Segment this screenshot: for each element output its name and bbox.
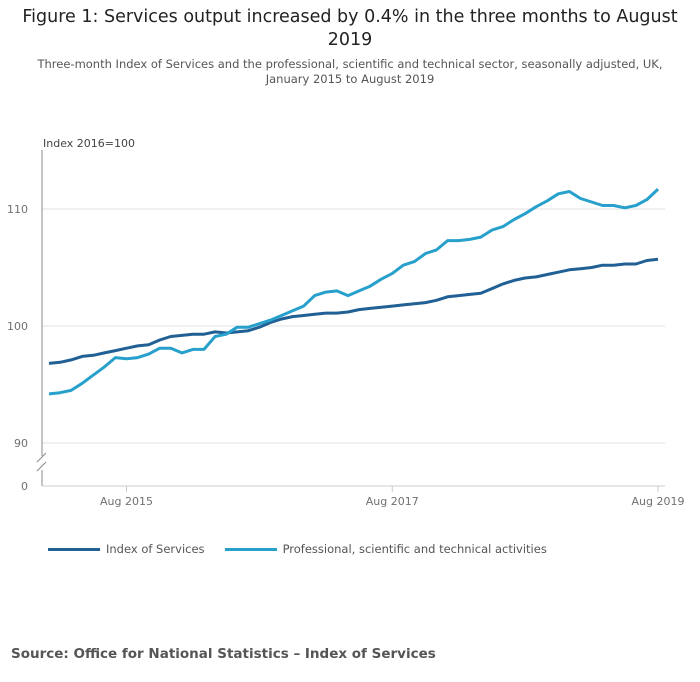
legend: Index of Services Professional, scientif… [48, 542, 547, 556]
line-chart: Index 2016=100 0 90 100 110 Aug 2015 Aug 2017… [7, 137, 685, 508]
chart-title: Figure 1: Services output increased by 0… [22, 7, 678, 50]
series-line-index-of-services [48, 257, 659, 365]
legend-swatch [224, 547, 277, 551]
series-line-professional-scientific-technical [48, 188, 660, 396]
legend-item-professional: Professional, scientific and technical a… [224, 542, 547, 556]
y-axis-label: Index 2016=100 [43, 137, 135, 150]
legend-swatch [48, 547, 100, 551]
chart-subtitle: Three-month Index of Services and the pr… [37, 57, 663, 86]
y-tick-label: 90 [14, 437, 28, 450]
legend-item-index-of-services: Index of Services [48, 542, 205, 556]
x-tick-label: Aug 2015 [100, 495, 153, 508]
x-tick-label: Aug 2017 [366, 495, 419, 508]
source-note: Source: Office for National Statistics –… [11, 646, 436, 662]
y-tick-label: 110 [7, 203, 28, 216]
y-tick-label: 0 [21, 480, 28, 493]
legend-label: Professional, scientific and technical a… [282, 542, 547, 556]
legend-label: Index of Services [106, 542, 205, 556]
x-tick-label: Aug 2019 [632, 495, 685, 508]
axis-break-icon [36, 452, 47, 472]
y-tick-label: 100 [7, 320, 28, 333]
